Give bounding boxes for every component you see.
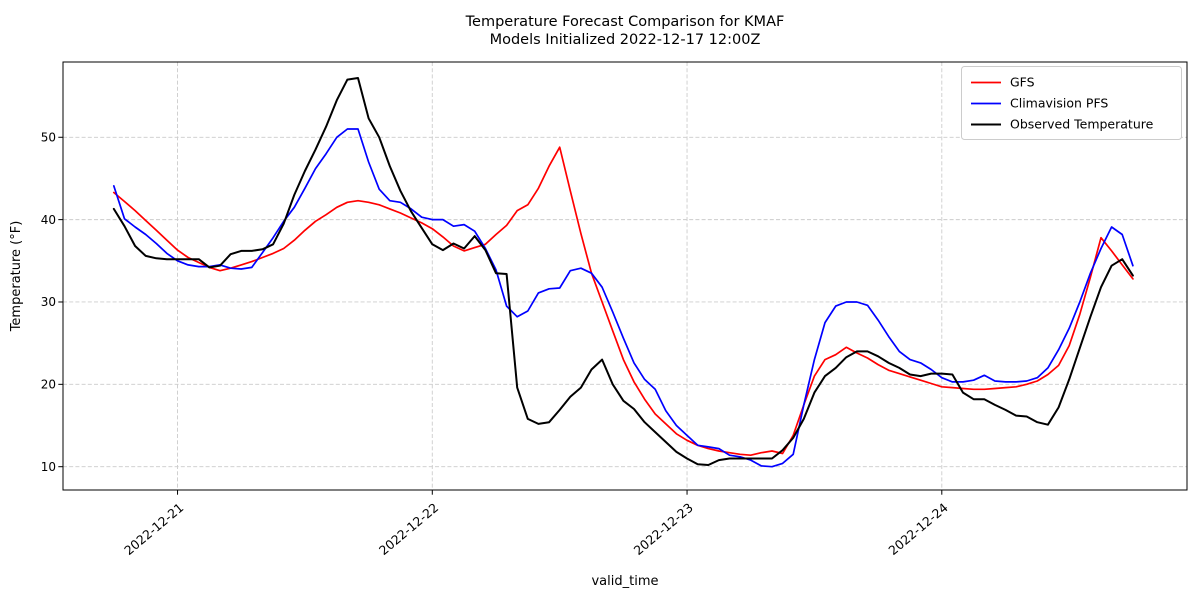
plot-border bbox=[62, 61, 1188, 491]
x-tick-label: 2022-12-21 bbox=[121, 500, 186, 558]
y-tick-label: 10 bbox=[41, 460, 56, 474]
x-axis-label: valid_time bbox=[591, 574, 658, 589]
axes-frame bbox=[58, 61, 1188, 495]
legend-entry-climavision-pfs: Climavision PFS bbox=[971, 96, 1108, 111]
data-series bbox=[112, 77, 1134, 468]
x-tick-label: 2022-12-23 bbox=[631, 500, 696, 558]
y-tick-label: 20 bbox=[41, 378, 56, 392]
legend-box bbox=[961, 66, 1182, 140]
legend-label-gfs: GFS bbox=[1010, 75, 1035, 90]
x-tick-label: 2022-12-24 bbox=[885, 500, 950, 558]
series-line-gfs bbox=[112, 146, 1134, 457]
x-tick-label: 2022-12-22 bbox=[376, 500, 441, 558]
y-tick-label: 30 bbox=[41, 295, 56, 309]
legend-label-observed: Observed Temperature bbox=[1010, 117, 1154, 132]
chart-title-line2: Models Initialized 2022-12-17 12:00Z bbox=[490, 32, 761, 48]
y-axis-label: Temperature (°F) bbox=[9, 221, 24, 333]
y-tick-label: 50 bbox=[41, 131, 56, 145]
legend: GFS Climavision PFS Observed Temperature bbox=[961, 66, 1182, 140]
series-line-observed-temperature bbox=[112, 77, 1134, 466]
legend-entry-gfs: GFS bbox=[971, 75, 1035, 90]
chart-title-line1: Temperature Forecast Comparison for KMAF bbox=[465, 14, 785, 30]
legend-entry-observed: Observed Temperature bbox=[971, 117, 1154, 132]
y-tick-label: 40 bbox=[41, 213, 56, 227]
series-line-climavision-pfs bbox=[112, 128, 1134, 468]
legend-label-climavision-pfs: Climavision PFS bbox=[1010, 96, 1108, 111]
